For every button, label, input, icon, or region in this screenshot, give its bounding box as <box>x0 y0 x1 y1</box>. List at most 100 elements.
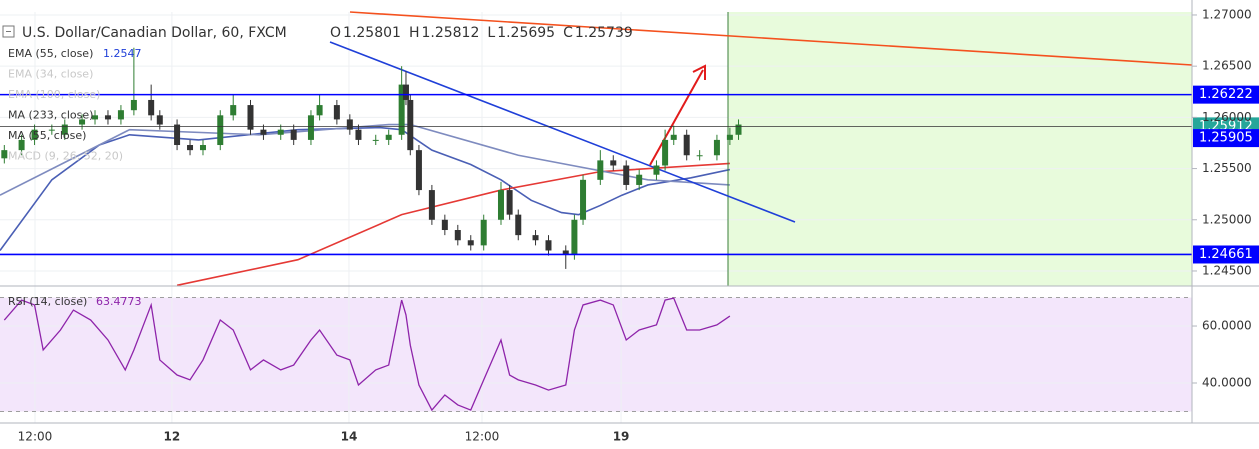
candle-body <box>48 129 55 131</box>
candle-body <box>562 250 569 255</box>
candle-body <box>79 119 86 125</box>
level-label: 1.26222 <box>1199 87 1253 102</box>
forecast-region <box>728 12 1192 286</box>
candle-body <box>696 155 703 157</box>
x-tick-label: 12:00 <box>18 430 53 444</box>
level-label-bg <box>1193 245 1259 264</box>
candle-body <box>217 115 224 146</box>
ohlc-value: 1.25695 <box>497 25 555 41</box>
rsi-value: 63.4773 <box>96 295 142 308</box>
ohlc-key: L <box>487 25 495 41</box>
y-tick-label: 1.25000 <box>1202 212 1252 226</box>
candle-body <box>610 160 617 166</box>
candle-body <box>316 105 323 116</box>
candle-body <box>580 179 587 220</box>
y-tick-label: 60.0000 <box>1202 319 1252 333</box>
arrow-head <box>692 64 706 80</box>
candle-body <box>402 84 409 100</box>
candle-body <box>415 150 422 191</box>
candle-body <box>398 84 405 135</box>
symbol-title: U.S. Dollar/Canadian Dollar, 60, FXCM <box>22 25 287 41</box>
rsi-line <box>3 297 731 412</box>
x-tick-label: 12:00 <box>465 430 500 444</box>
candle-body <box>683 134 690 156</box>
candle-body <box>61 124 68 135</box>
candle-body <box>428 190 435 220</box>
y-tick-label: 1.27000 <box>1202 7 1252 21</box>
ohlc-key: O <box>330 25 341 41</box>
y-tick-label: 1.25500 <box>1202 161 1252 175</box>
drawings <box>329 11 1193 286</box>
y-tick-label: 1.24500 <box>1202 263 1252 277</box>
candle-body <box>187 145 194 151</box>
candle-body <box>156 115 163 125</box>
candle-body <box>290 129 297 140</box>
candle-body <box>333 105 340 120</box>
candle-body <box>597 160 604 180</box>
y-tick-label: 40.0000 <box>1202 376 1252 390</box>
arrow <box>649 69 704 166</box>
candle-body <box>545 240 552 251</box>
rsi-band <box>0 297 1192 412</box>
candle-body <box>199 145 206 151</box>
ohlc-key: H <box>409 25 420 41</box>
candle-body <box>92 115 99 120</box>
indicator-line <box>0 126 731 251</box>
candle-body <box>532 235 539 241</box>
candle-body <box>346 119 353 130</box>
grid-layer <box>0 12 1192 423</box>
candle-body <box>571 219 578 255</box>
candle-body <box>18 139 25 151</box>
x-tick-label: 12 <box>164 430 181 444</box>
level-label-bg <box>1193 85 1259 104</box>
candle-body <box>355 129 362 140</box>
candle-body <box>726 134 733 140</box>
indicator-name: EMA (34, close) <box>8 68 93 81</box>
candle-body <box>372 139 379 141</box>
candle-body <box>497 190 504 220</box>
candle-body <box>515 214 522 236</box>
candle-body <box>623 165 630 185</box>
x-tick-label: 14 <box>341 430 358 444</box>
candle-body <box>104 115 111 120</box>
candle-body <box>174 124 181 146</box>
indicator-name: MA (55, close) <box>8 129 86 142</box>
ohlc-value: 1.25801 <box>343 25 401 41</box>
background-layer <box>0 12 1192 412</box>
trend-line <box>349 11 1193 66</box>
indicator-value: 1.2547 <box>103 47 142 60</box>
candle-body <box>407 99 414 151</box>
x-tick-label: 19 <box>613 430 630 444</box>
ohlc-key: C <box>563 25 573 41</box>
candle-body <box>247 105 254 130</box>
candle-body <box>636 174 643 185</box>
indicator-name: EMA (55, close) <box>8 47 93 60</box>
candle-body <box>307 115 314 140</box>
y-tick-label: 1.26000 <box>1202 110 1252 124</box>
candle-body <box>230 105 237 116</box>
candle-body <box>31 129 38 140</box>
candle-body <box>1 150 8 159</box>
indicator-name: MA (233, close) <box>8 109 93 122</box>
indicator-name: MACD (9, 26, 52, 20) <box>8 150 123 163</box>
candle-body <box>467 240 474 246</box>
candle-body <box>506 190 513 215</box>
candle-body <box>662 139 669 166</box>
level-label: 1.24661 <box>1199 247 1253 262</box>
candle-body <box>277 129 284 135</box>
candle-body <box>117 110 124 120</box>
y-tick-label: 1.26500 <box>1202 59 1252 73</box>
candle-body <box>130 99 137 111</box>
candle-body <box>735 124 742 135</box>
trend-line <box>329 41 796 223</box>
candle-body <box>454 230 461 241</box>
candle-body <box>441 219 448 231</box>
ohlc-value: 1.25812 <box>421 25 479 41</box>
candle-body <box>670 134 677 140</box>
indicator-line <box>176 162 730 287</box>
candle-body <box>713 139 720 156</box>
rsi-title: RSI (14, close) <box>8 295 87 308</box>
